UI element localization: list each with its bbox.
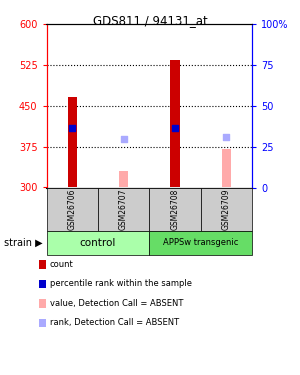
Text: rank, Detection Call = ABSENT: rank, Detection Call = ABSENT	[50, 318, 178, 327]
Text: APPSw transgenic: APPSw transgenic	[163, 238, 238, 248]
Point	[70, 124, 75, 130]
Text: percentile rank within the sample: percentile rank within the sample	[50, 279, 191, 288]
Text: strain ▶: strain ▶	[4, 238, 43, 248]
Text: GDS811 / 94131_at: GDS811 / 94131_at	[93, 14, 207, 27]
Bar	[119, 171, 128, 188]
Text: value, Detection Call = ABSENT: value, Detection Call = ABSENT	[50, 299, 183, 308]
Point	[121, 135, 126, 141]
Bar	[170, 60, 180, 188]
Text: GSM26708: GSM26708	[170, 188, 179, 230]
Point	[172, 124, 177, 130]
Bar	[222, 149, 231, 188]
Text: GSM26706: GSM26706	[68, 188, 77, 230]
Text: control: control	[80, 238, 116, 248]
Text: GSM26707: GSM26707	[119, 188, 128, 230]
Bar	[68, 97, 77, 188]
Text: count: count	[50, 260, 73, 269]
Text: GSM26709: GSM26709	[222, 188, 231, 230]
Point	[224, 134, 229, 140]
